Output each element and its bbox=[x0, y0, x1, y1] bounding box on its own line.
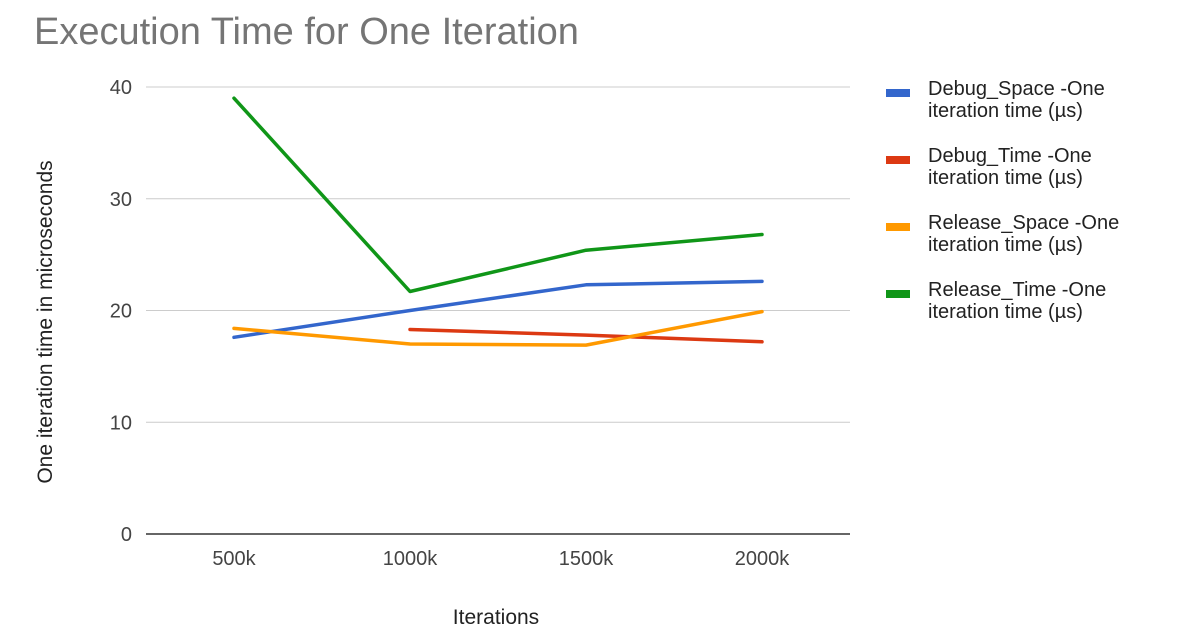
y-axis-title: One iteration time in microseconds bbox=[34, 160, 57, 483]
y-tick-label: 0 bbox=[121, 524, 132, 546]
legend-label-line: Release_Space -One bbox=[928, 212, 1119, 234]
legend-label-line: Debug_Space -One bbox=[928, 78, 1105, 100]
x-axis-title: Iterations bbox=[453, 606, 539, 629]
legend-swatch bbox=[886, 223, 910, 231]
legend-item: Release_Time -One iteration time (µs) bbox=[886, 279, 1106, 323]
legend-item: Release_Space -One iteration time (µs) bbox=[886, 212, 1119, 256]
legend-label: Release_Time -One iteration time (µs) bbox=[928, 279, 1106, 323]
x-tick-label: 1000k bbox=[383, 548, 438, 570]
series-line-3 bbox=[232, 96, 764, 294]
y-tick-label: 20 bbox=[110, 301, 132, 323]
series-line-0 bbox=[232, 279, 764, 340]
series-line-2 bbox=[232, 309, 764, 347]
series-line-1 bbox=[408, 327, 764, 344]
legend-swatch bbox=[886, 290, 910, 298]
x-tick-label: 1500k bbox=[559, 548, 614, 570]
legend-swatch bbox=[886, 156, 910, 164]
y-tick-label: 10 bbox=[110, 412, 132, 434]
legend-swatch bbox=[886, 89, 910, 97]
legend: Debug_Space -One iteration time (µs)Debug… bbox=[886, 78, 1119, 323]
legend-label-line: iteration time (µs) bbox=[928, 301, 1083, 323]
legend-label-line: Release_Time -One bbox=[928, 279, 1106, 301]
legend-item: Debug_Space -One iteration time (µs) bbox=[886, 78, 1105, 122]
legend-label-line: iteration time (µs) bbox=[928, 234, 1083, 256]
legend-item: Debug_Time -One iteration time (µs) bbox=[886, 145, 1092, 189]
legend-label-line: Debug_Time -One bbox=[928, 145, 1092, 167]
gridlines bbox=[146, 86, 850, 423]
legend-label: Debug_Time -One iteration time (µs) bbox=[928, 145, 1092, 189]
x-axis-ticks: 500k 1000k 1500k 2000k bbox=[212, 548, 790, 570]
series-lines bbox=[232, 96, 764, 347]
legend-label-line: iteration time (µs) bbox=[928, 167, 1083, 189]
y-axis-ticks: 0 10 20 30 40 bbox=[110, 77, 132, 546]
chart-title: Execution Time for One Iteration bbox=[34, 11, 579, 53]
legend-label: Debug_Space -One iteration time (µs) bbox=[928, 78, 1105, 122]
y-tick-label: 40 bbox=[110, 77, 132, 99]
legend-label: Release_Space -One iteration time (µs) bbox=[928, 212, 1119, 256]
y-tick-label: 30 bbox=[110, 189, 132, 211]
x-tick-label: 2000k bbox=[735, 548, 790, 570]
x-tick-label: 500k bbox=[212, 548, 256, 570]
legend-label-line: iteration time (µs) bbox=[928, 100, 1083, 122]
